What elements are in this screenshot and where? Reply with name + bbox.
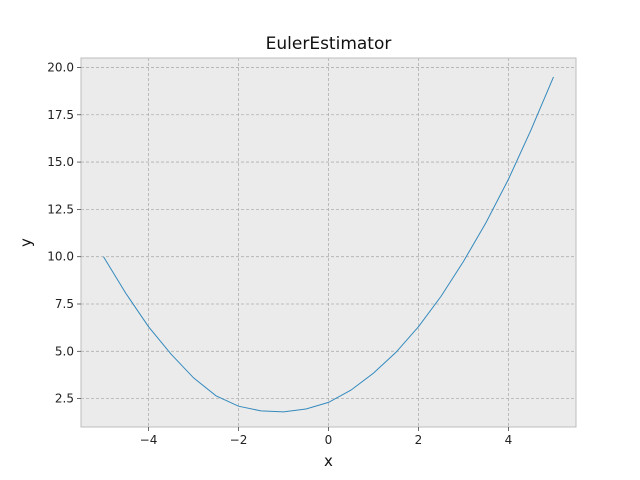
chart-title: EulerEstimator xyxy=(266,34,392,54)
x-axis-label: x xyxy=(324,452,333,470)
y-axis-label: y xyxy=(17,238,35,247)
series-layer xyxy=(103,76,554,413)
y-tick-label: 2.5 xyxy=(55,392,74,406)
ticks: −4 −2 0 2 4 2.5 5.0 7.5 10.0 12.5 15.0 17.5 20.0 xyxy=(47,60,512,447)
y-tick-label: 12.5 xyxy=(47,202,74,216)
x-tick-label: −2 xyxy=(230,433,248,447)
grid xyxy=(81,58,576,427)
y-tick-label: 15.0 xyxy=(47,155,74,169)
y-tick-label: 7.5 xyxy=(55,297,74,311)
series-line xyxy=(103,76,554,413)
x-tick-label: −4 xyxy=(140,433,158,447)
y-tick-label: 5.0 xyxy=(55,344,74,358)
y-tick-label: 17.5 xyxy=(47,108,74,122)
x-tick-label: 2 xyxy=(415,433,423,447)
x-tick-label: 0 xyxy=(325,433,333,447)
y-tick-label: 10.0 xyxy=(47,250,74,264)
x-tick-label: 4 xyxy=(505,433,513,447)
y-tick-label: 20.0 xyxy=(47,60,74,74)
